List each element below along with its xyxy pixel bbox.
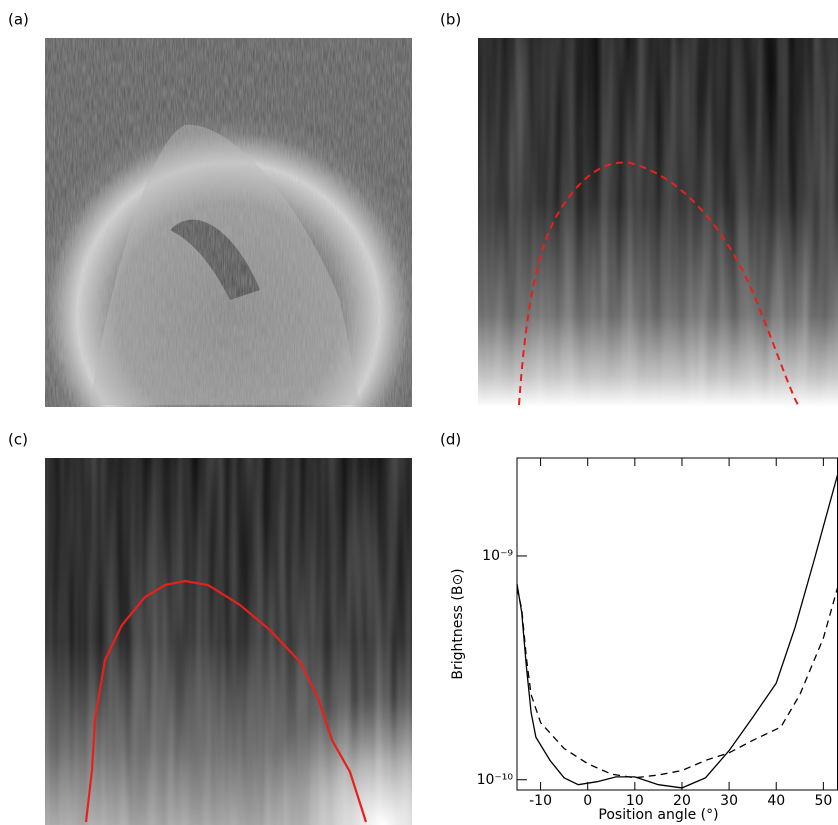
panel-b-image [478,38,838,407]
x-tick-label: 40 [767,793,785,809]
panel-label: (a) [8,11,29,29]
panel-a-image [45,38,412,407]
x-tick-label: 50 [814,793,832,809]
panel-d-plot: -10 0 10 20 30 40 50 10⁻¹⁰ 10⁻⁹ Position angle (°… [450,457,838,823]
plot-frame [516,457,838,791]
front-outline [518,161,799,406]
y-tick-label: 10⁻¹⁰ [477,772,514,788]
x-tick-label: 20 [673,793,691,809]
y-tick-label: 10⁻⁹ [482,548,513,564]
panel-label: (c) [8,431,28,449]
x-tick-label: 0 [583,793,592,809]
panel-label: (d) [440,431,461,449]
panel-label: (b) [440,11,461,29]
panel-c-image [45,458,412,825]
y-axis-label: Brightness (B⊙) [450,568,466,679]
data-line [516,587,838,779]
model-outline [84,579,368,823]
x-axis-label: Position angle (°) [598,807,718,823]
x-tick-label: -10 [529,793,552,809]
x-tick-label: 30 [720,793,738,809]
x-tick-label: 10 [626,793,644,809]
data-line [516,474,838,789]
